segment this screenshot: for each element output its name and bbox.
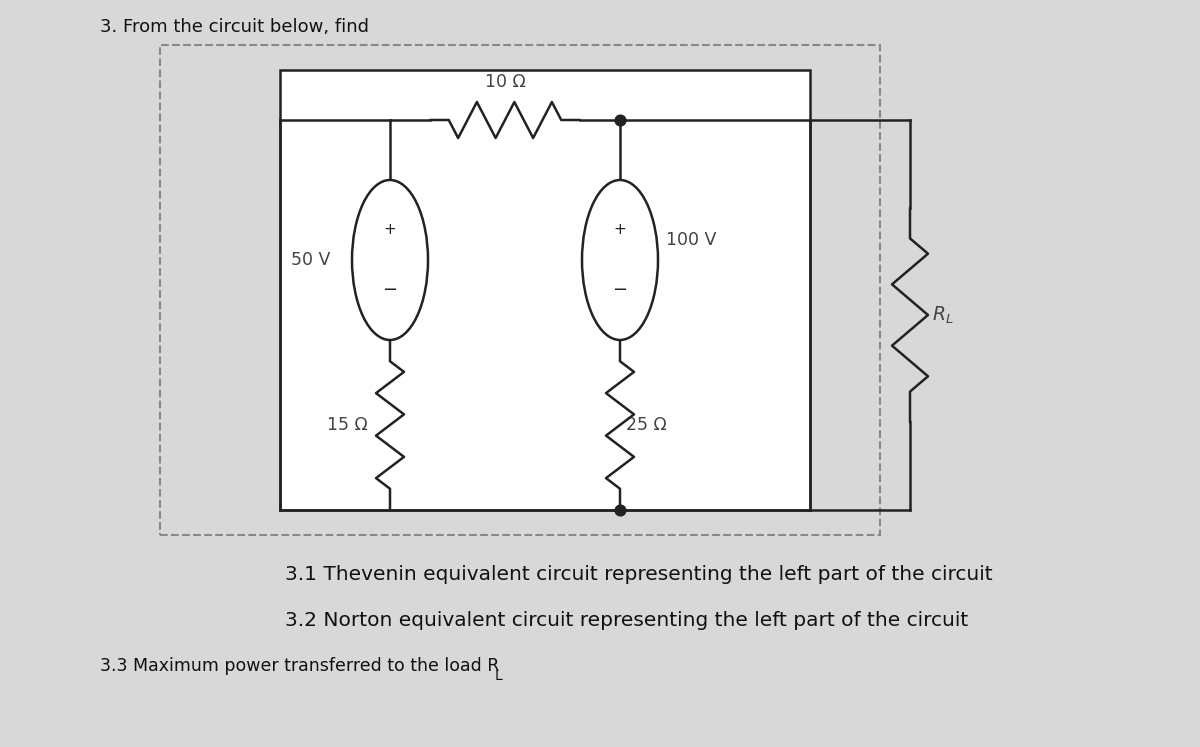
Text: 3.1 Thevenin equivalent circuit representing the left part of the circuit: 3.1 Thevenin equivalent circuit represen…	[286, 565, 992, 584]
Text: −: −	[383, 282, 397, 300]
Text: $R_L$: $R_L$	[932, 304, 954, 326]
Bar	[160, 45, 880, 535]
Text: 25 Ω: 25 Ω	[626, 416, 667, 434]
Text: 3. From the circuit below, find: 3. From the circuit below, find	[100, 18, 370, 36]
Bar	[280, 70, 810, 510]
Ellipse shape	[352, 180, 428, 340]
Text: 3.2 Norton equivalent circuit representing the left part of the circuit: 3.2 Norton equivalent circuit representi…	[286, 611, 968, 630]
Text: +: +	[384, 222, 396, 237]
Text: 100 V: 100 V	[666, 231, 716, 249]
Text: −: −	[612, 282, 628, 300]
Text: 50 V: 50 V	[290, 251, 330, 269]
Text: L: L	[496, 669, 503, 683]
Text: 10 Ω: 10 Ω	[485, 73, 526, 91]
Text: +: +	[613, 222, 626, 237]
Ellipse shape	[582, 180, 658, 340]
Point	[611, 114, 630, 126]
Text: 15 Ω: 15 Ω	[328, 416, 368, 434]
Text: 3.3 Maximum power transferred to the load R: 3.3 Maximum power transferred to the loa…	[100, 657, 499, 675]
Point	[611, 504, 630, 516]
